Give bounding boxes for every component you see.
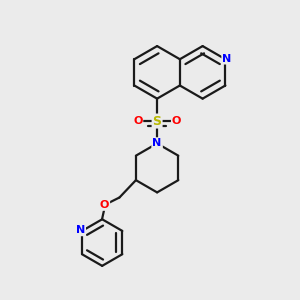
Text: O: O — [100, 200, 109, 210]
Text: N: N — [152, 138, 162, 148]
Text: N: N — [152, 138, 162, 148]
Text: O: O — [172, 116, 181, 126]
Text: N: N — [222, 54, 232, 64]
Text: N: N — [76, 225, 85, 235]
Text: O: O — [133, 116, 142, 126]
Text: S: S — [153, 115, 162, 128]
